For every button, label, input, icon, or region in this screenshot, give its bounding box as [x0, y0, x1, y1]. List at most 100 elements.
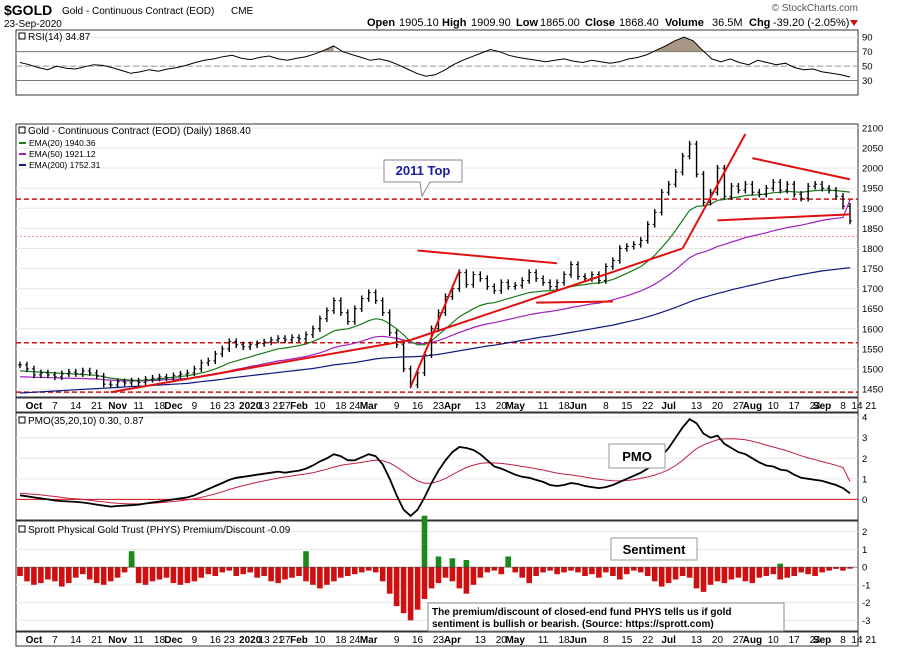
- sentiment-bar: [491, 567, 498, 571]
- x-tick-label: 7: [52, 635, 58, 646]
- sentiment-bar: [547, 567, 553, 571]
- pmo-label: PMO: [622, 449, 652, 464]
- x-tick-label: 22: [642, 401, 654, 412]
- y-tick-label: 90: [862, 33, 873, 44]
- sentiment-bar: [121, 567, 128, 573]
- sentiment-bar: [149, 567, 156, 582]
- trend-line: [681, 133, 747, 249]
- ema50-line: [20, 199, 851, 382]
- high-value: 1909.90: [471, 17, 511, 29]
- sentiment-bar: [303, 567, 309, 582]
- chart-date: 23-Sep-2020: [4, 19, 62, 30]
- sentiment-bar-positive: [463, 560, 470, 568]
- sentiment-label-box: [610, 537, 698, 561]
- instrument-name: Gold - Continuous Contract (EOD): [62, 6, 214, 17]
- y-tick-label: 1650: [862, 304, 883, 315]
- rsi-overbought-fill: [656, 37, 703, 52]
- sentiment-bar: [449, 567, 456, 582]
- panel-menu-icon[interactable]: [18, 126, 26, 134]
- sentiment-bar: [756, 567, 763, 578]
- sentiment-bar: [282, 567, 288, 580]
- sentiment-bar: [31, 567, 37, 585]
- ohlc-readout: Open 1905.10 High 1909.90 Low 1865.00 Cl…: [367, 17, 849, 29]
- sentiment-bar: [631, 567, 637, 571]
- x-tick-label: 23: [433, 635, 445, 646]
- panel-title: RSI(14) 34.87: [28, 32, 91, 43]
- x-tick-label: Sep: [813, 401, 831, 412]
- x-tick-label: 16: [412, 401, 424, 412]
- sentiment-bar: [777, 567, 783, 580]
- sentiment-bar: [554, 567, 560, 575]
- x-tick-label: 9: [394, 635, 400, 646]
- x-tick-label: 10: [768, 635, 780, 646]
- sentiment-bar: [428, 567, 435, 589]
- x-tick-label: 27: [279, 635, 291, 646]
- x-tick-label: 21: [273, 635, 285, 646]
- x-tick-label: 18: [558, 635, 570, 646]
- sentiment-bar-positive: [777, 563, 783, 568]
- sentiment-bar: [651, 567, 658, 582]
- sentiment-bar: [561, 567, 567, 573]
- sentiment-bar: [735, 567, 742, 578]
- panel-menu-icon[interactable]: [18, 525, 26, 533]
- annotation-callout: [383, 159, 463, 198]
- down-arrow-icon: [850, 20, 858, 26]
- sentiment-bar: [533, 567, 539, 576]
- x-tick-label: 14: [851, 635, 863, 646]
- y-tick-label: 1750: [862, 264, 883, 275]
- trend-line: [409, 270, 461, 388]
- sentiment-bar: [240, 567, 246, 575]
- legend-entry: EMA(50) 1921.12: [29, 149, 96, 159]
- y-tick-label: 0: [862, 563, 867, 574]
- panel-menu-icon[interactable]: [18, 32, 26, 40]
- sentiment-bar-positive: [303, 551, 309, 568]
- sentiment-bar: [184, 567, 191, 584]
- close-label: Close: [585, 17, 615, 29]
- x-tick-label: 2020: [239, 401, 262, 412]
- x-tick-label: 13: [259, 635, 271, 646]
- sentiment-bar: [156, 567, 163, 580]
- sentiment-bar: [393, 567, 400, 607]
- x-tick-label: 23: [433, 401, 445, 412]
- x-tick-label: Jul: [661, 401, 676, 412]
- open-value: 1905.10: [399, 17, 439, 29]
- sentiment-bar: [73, 567, 79, 578]
- x-tick-label: May: [505, 401, 525, 412]
- volume-value: 36.5M: [712, 17, 743, 29]
- sentiment-bar: [191, 567, 198, 582]
- x-tick-label: 21: [865, 635, 877, 646]
- sentiment-bar-positive: [435, 556, 442, 568]
- y-tick-label: 2: [862, 527, 867, 538]
- sentiment-bar: [400, 567, 407, 614]
- sentiment-bar: [637, 567, 644, 573]
- sentiment-bar: [80, 567, 86, 575]
- y-tick-label: 1900: [862, 204, 883, 215]
- trend-line: [717, 213, 851, 222]
- sentiment-bar-positive: [505, 556, 511, 568]
- x-tick-label: 21: [91, 635, 103, 646]
- x-tick-label: 14: [70, 635, 82, 646]
- sentiment-bar: [519, 567, 525, 578]
- sentiment-bar: [644, 567, 651, 576]
- trend-line: [410, 247, 683, 341]
- sentiment-bar: [658, 567, 665, 587]
- sentiment-bar: [435, 567, 442, 584]
- y-tick-label: 30: [862, 76, 873, 87]
- y-tick-label: 70: [862, 47, 873, 58]
- x-tick-label: 9: [192, 401, 198, 412]
- sentiment-bar: [24, 567, 30, 582]
- x-tick-label: Jun: [569, 401, 587, 412]
- sentiment-bar: [484, 567, 491, 573]
- sentiment-bar: [679, 567, 686, 576]
- x-tick-label: Dec: [164, 635, 183, 646]
- sentiment-bar: [386, 567, 393, 594]
- sentiment-bar: [672, 567, 679, 580]
- x-tick-label: 27: [733, 401, 745, 412]
- panel-menu-icon[interactable]: [18, 416, 26, 424]
- pmo-panel: 0 1 2 3 4 PMO(35,20,10) 0.30, 0.87 PMO: [15, 412, 867, 521]
- x-tick-label: 13: [475, 635, 487, 646]
- x-tick-label: Feb: [290, 635, 308, 646]
- sentiment-bar: [707, 567, 714, 585]
